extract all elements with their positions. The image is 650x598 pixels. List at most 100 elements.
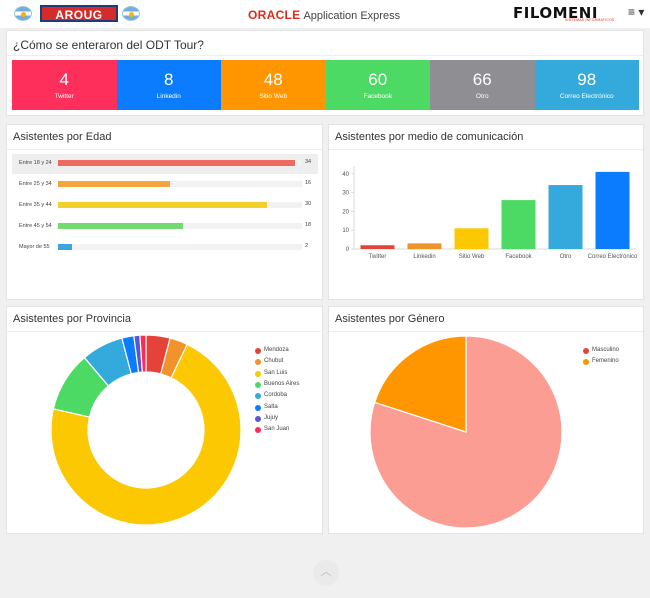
legend-swatch: [583, 348, 589, 354]
survey-title: ¿Cómo se enteraron del ODT Tour?: [13, 38, 204, 52]
media-panel-title: Asistentes por medio de comunicación: [335, 131, 524, 143]
tile-sitio-web[interactable]: 48 Sitio Web: [221, 60, 326, 110]
tile-otro[interactable]: 66 Otro: [430, 60, 535, 110]
bar-sitio-web[interactable]: [454, 228, 489, 249]
tile-correo[interactable]: 98 Correo Electrónico: [534, 60, 639, 110]
age-row-entre-35-y-44[interactable]: Entre 35 y 44 30: [12, 196, 318, 216]
age-label: Entre 45 y 54: [19, 223, 52, 229]
age-value: 34: [305, 159, 312, 165]
media-bar-chart: 0 10 20 30 40 Twitter Linkedin Sitio Web Faceboo…: [342, 166, 638, 260]
age-value: 2: [305, 243, 309, 249]
x-tick-label: Otro: [560, 254, 572, 260]
y-tick-label: 40: [342, 172, 349, 178]
legend-label: Femenino: [592, 358, 619, 364]
slice-san-luis[interactable]: [50, 343, 242, 526]
age-value: 18: [305, 222, 312, 228]
age-row-entre-18-y-24[interactable]: Entre 18 y 24 34: [12, 154, 318, 174]
slice-femenino[interactable]: [373, 335, 467, 433]
age-value: 30: [305, 201, 312, 207]
tile-facebook[interactable]: 60 Facebook: [325, 60, 430, 110]
tile-label: Linkedin: [156, 93, 181, 100]
gender-panel-title: Asistentes por Género: [335, 313, 445, 325]
age-bar: [58, 223, 184, 229]
bar-otro[interactable]: [548, 185, 583, 249]
uruguay-flag-icon: [122, 6, 140, 21]
tile-value: 48: [263, 70, 283, 89]
age-bar-track: [58, 181, 302, 187]
legend-label: Buenos Aires: [264, 380, 300, 387]
age-bar-track: [58, 244, 302, 250]
age-bar: [58, 202, 268, 208]
age-bar-track: [58, 223, 302, 229]
tile-value: 60: [368, 70, 388, 89]
tile-label: Correo Electrónico: [559, 93, 614, 100]
argentina-flag-icon: [14, 6, 32, 21]
tile-value: 66: [472, 70, 492, 89]
media-panel: Asistentes por medio de comunicación: [328, 124, 644, 300]
oracle-brand: ORACLE: [248, 8, 301, 22]
scroll-top-button[interactable]: ︿: [313, 560, 339, 586]
age-bar-track: [58, 160, 302, 166]
legend-swatch: [255, 370, 261, 377]
tile-twitter[interactable]: 4 Twitter: [12, 60, 117, 110]
y-tick-label: 20: [342, 209, 349, 215]
age-bar: [58, 160, 296, 166]
legend-label: Salta: [264, 403, 278, 410]
legend-swatch: [255, 359, 261, 366]
aroug-logo[interactable]: AROUG: [40, 5, 118, 22]
oracle-apex-logo: ORACLE Application Express: [248, 8, 400, 22]
province-panel-title: Asistentes por Provincia: [13, 313, 131, 325]
survey-tiles: 4 Twitter 8 Linkedin 48 Sitio Web 60 Faceboo…: [12, 60, 639, 110]
tile-value: 4: [59, 70, 69, 89]
age-value: 16: [305, 180, 312, 186]
divider: [329, 331, 643, 332]
tile-linkedin[interactable]: 8 Linkedin: [116, 60, 221, 110]
filomeni-logo[interactable]: FILOMENI: [513, 4, 598, 22]
tile-label: Sitio Web: [259, 93, 288, 100]
tile-value: 8: [164, 70, 174, 89]
y-tick-label: 10: [342, 228, 349, 234]
slice-san-juan[interactable]: [139, 334, 147, 373]
age-row-entre-25-y-34[interactable]: Entre 25 y 34 16: [12, 175, 318, 195]
bar-twitter[interactable]: [360, 245, 395, 249]
menu-icon[interactable]: ≡ ▾: [628, 5, 645, 19]
age-bar: [58, 181, 170, 187]
legend-swatch: [255, 381, 261, 388]
age-label: Entre 25 y 34: [19, 181, 52, 187]
y-tick-label: 30: [342, 191, 349, 197]
legend-label: San Juan: [264, 426, 290, 433]
age-label: Entre 18 y 24: [19, 160, 52, 166]
legend-label: San Luis: [264, 369, 288, 376]
legend-swatch: [255, 404, 261, 411]
legend-swatch: [255, 415, 261, 422]
bar-correo-electronico[interactable]: [595, 171, 630, 249]
legend-label: Jujuy: [264, 414, 279, 421]
legend-swatch: [255, 427, 261, 434]
tile-label: Twitter: [54, 93, 74, 100]
gender-pie-chart: [369, 335, 563, 529]
x-tick-label: Twitter: [369, 254, 387, 260]
divider: [7, 55, 643, 56]
age-label: Mayor de 55: [19, 244, 50, 250]
age-row-mayor-de-55[interactable]: Mayor de 55 2: [12, 238, 318, 258]
divider: [329, 149, 643, 150]
y-tick-label: 0: [346, 247, 350, 253]
filomeni-subtitle: SISTEMAS INFORMATICOS: [565, 18, 615, 22]
divider: [7, 149, 322, 150]
oracle-product: Application Express: [303, 10, 401, 22]
legend-swatch: [255, 393, 261, 400]
tile-label: Facebook: [363, 93, 393, 100]
divider: [7, 331, 322, 332]
legend-label: Mendoza: [264, 347, 289, 353]
x-tick-label: Linkedin: [413, 254, 435, 260]
age-label: Entre 35 y 44: [19, 202, 52, 208]
bar-facebook[interactable]: [501, 200, 536, 249]
province-donut-chart: [50, 334, 242, 526]
x-tick-label: Correo Electrónico: [588, 254, 638, 260]
age-bar-track: [58, 202, 302, 208]
age-bar: [58, 244, 72, 250]
age-row-entre-45-y-54[interactable]: Entre 45 y 54 18: [12, 217, 318, 237]
legend-label: Chubut: [264, 358, 284, 365]
bar-linkedin[interactable]: [407, 243, 442, 249]
legend-label: Cordoba: [264, 392, 288, 399]
